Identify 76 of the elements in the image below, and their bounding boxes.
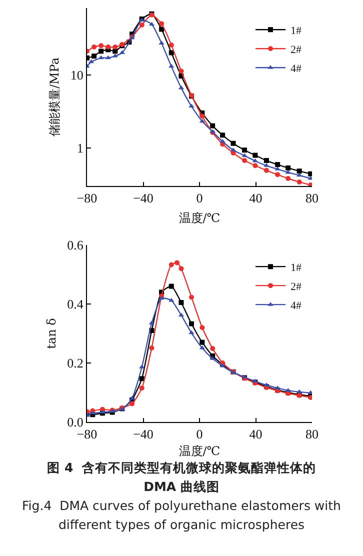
legend-label: 2# (290, 280, 302, 293)
y-axis-title: 储能模量/MPa (48, 57, 62, 137)
y-tick-label: 10 (70, 67, 84, 82)
point (210, 123, 216, 128)
x-tick-label: 40 (249, 426, 262, 442)
point (178, 300, 184, 306)
point (174, 260, 180, 266)
point (168, 262, 174, 268)
point (168, 42, 174, 48)
point (168, 284, 174, 289)
point (286, 176, 291, 181)
point (188, 321, 194, 326)
x-tick-label: 0 (196, 426, 203, 442)
point (200, 340, 205, 345)
legend-label: 2# (290, 44, 302, 56)
point (242, 148, 247, 153)
point (168, 50, 174, 56)
x-tick-label: 80 (306, 190, 318, 206)
x-tick-label: 0 (196, 190, 203, 206)
y-axis-title: tan δ (44, 318, 58, 349)
x-tick-label: −40 (133, 426, 154, 442)
caption: 图 4 含有不同类型有机微球的聚氨酯弹性体的DMA 曲线图 (46, 459, 317, 496)
caption: Fig.4 DMA curves of polyurethane elastomers with different types of organic microspheres (21, 497, 342, 534)
x-tick-label: 80 (306, 426, 318, 442)
point (129, 396, 135, 400)
point (98, 55, 104, 60)
legend-label: 4# (290, 300, 302, 312)
point (92, 54, 97, 59)
point (98, 48, 104, 54)
point (139, 386, 144, 391)
point (188, 294, 194, 300)
point (200, 325, 205, 330)
point (308, 390, 312, 394)
point (178, 68, 184, 74)
point (308, 171, 312, 176)
point (296, 180, 302, 185)
point (275, 162, 280, 168)
x-axis-title: 温度/℃ (178, 444, 220, 458)
x-tick-label: −40 (133, 190, 154, 206)
point (200, 114, 205, 119)
point (275, 172, 280, 178)
point (178, 266, 184, 272)
point (264, 158, 269, 164)
point (188, 330, 194, 334)
point (159, 21, 164, 26)
y-tick-label: 1 (76, 140, 84, 156)
point (210, 346, 216, 352)
point (188, 104, 194, 108)
point (264, 168, 269, 173)
x-tick-label: −80 (76, 190, 98, 206)
point (159, 26, 164, 32)
point (130, 401, 134, 406)
y-tick-label: 0.2 (67, 356, 84, 371)
y-tick-label: 0.4 (67, 296, 84, 312)
point (242, 158, 247, 164)
x-axis-title: 温度/℃ (178, 211, 220, 225)
point (98, 43, 104, 48)
legend-label: 4# (290, 62, 302, 75)
point (308, 182, 312, 186)
point (105, 55, 111, 60)
x-tick-label: 40 (249, 190, 262, 206)
point (106, 44, 111, 50)
point (286, 165, 291, 170)
point (252, 152, 258, 158)
point (149, 345, 154, 350)
legend-label: 1# (290, 24, 302, 37)
point (296, 168, 302, 174)
point (308, 176, 312, 180)
point (252, 163, 258, 168)
point (220, 132, 226, 138)
y-tick-label: 0.6 (67, 238, 84, 253)
point (230, 140, 236, 146)
legend-label: 1# (290, 262, 302, 274)
point (112, 44, 118, 50)
point (92, 44, 97, 50)
point (139, 22, 144, 28)
